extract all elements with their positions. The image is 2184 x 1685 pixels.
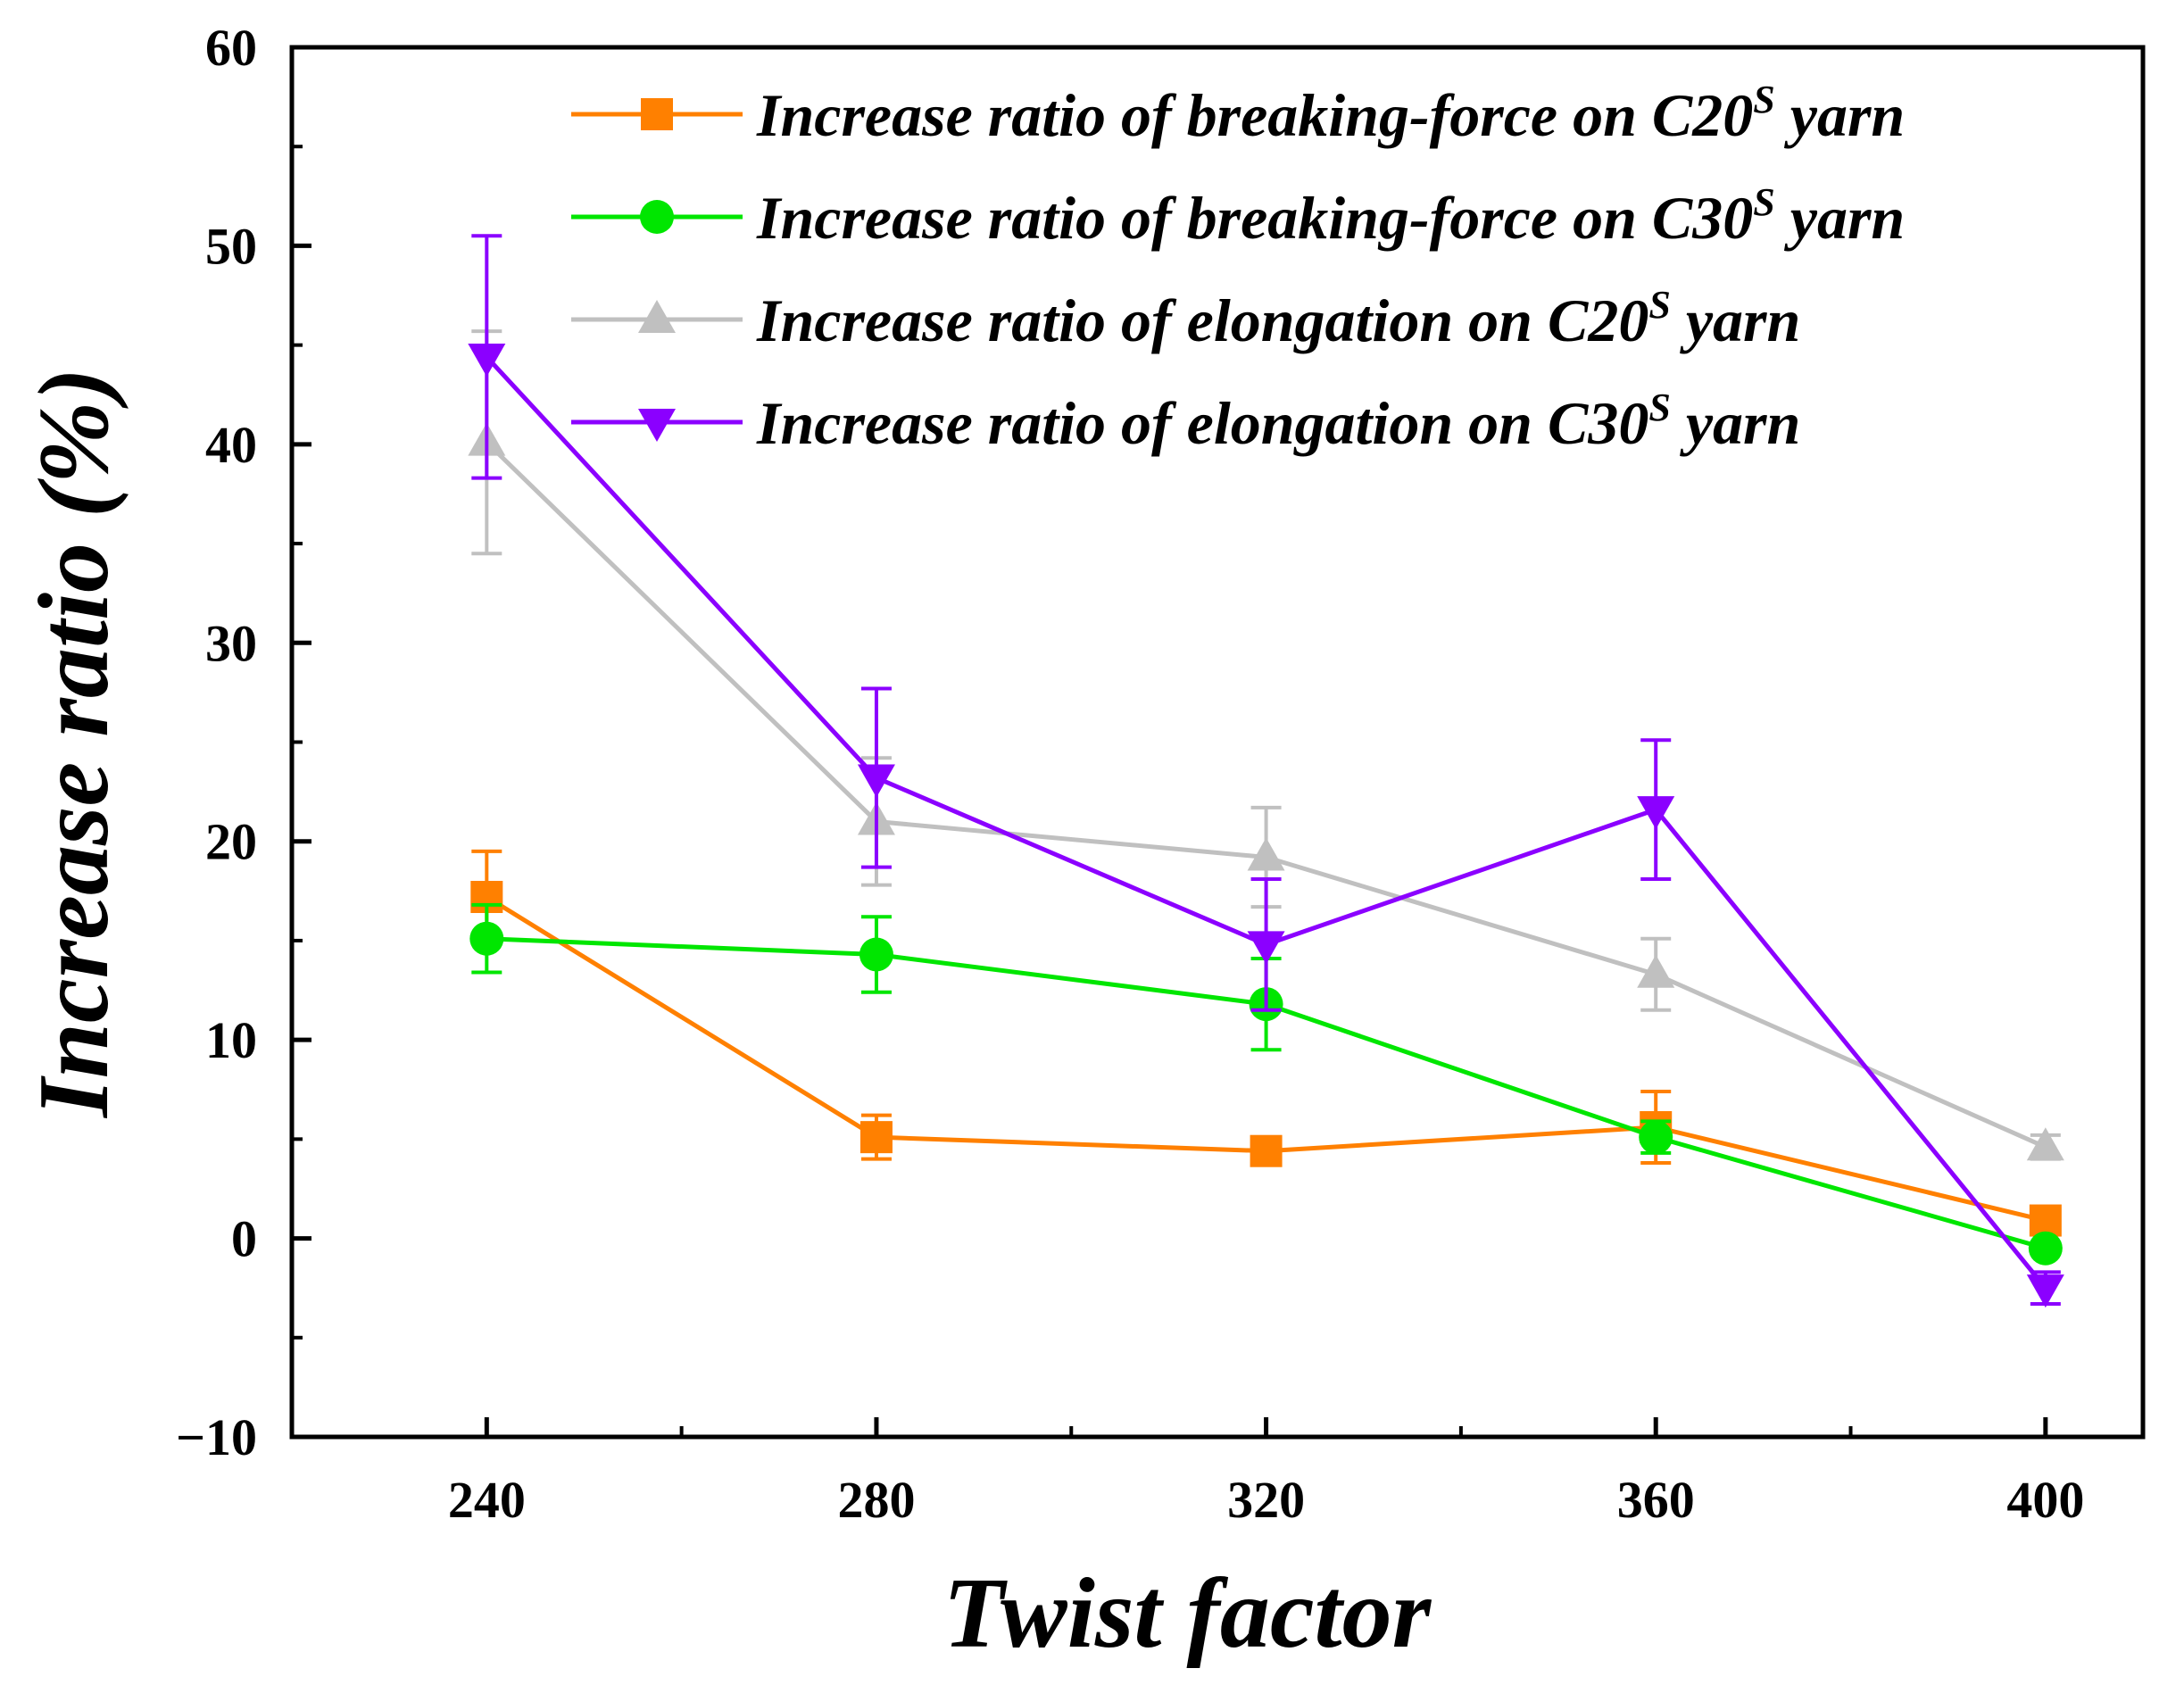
data-point (1250, 1134, 1283, 1167)
x-tick-label: 400 (2006, 1471, 2084, 1529)
data-point (469, 921, 504, 956)
legend-entry-2: Increase ratio of breaking-force on C30S… (571, 180, 1905, 252)
x-tick-label: 280 (837, 1471, 915, 1529)
data-point (1247, 837, 1285, 871)
x-tick-label: 320 (1227, 1471, 1305, 1529)
legend-entry-4: Increase ratio of elongation on C30S yar… (571, 386, 1800, 457)
legend-swatch-marker (641, 98, 673, 130)
data-point (2026, 1127, 2064, 1161)
data-point (1637, 796, 1675, 830)
y-axis-title: Increase ratio (%) (19, 368, 129, 1119)
data-point (2028, 1231, 2063, 1266)
legend-swatch-marker (638, 300, 676, 333)
data-point (2026, 1274, 2064, 1308)
legend-entry-3: Increase ratio of elongation on C20S yar… (571, 283, 1800, 354)
series-layer (468, 234, 2064, 1308)
x-tick-label: 360 (1617, 1471, 1695, 1529)
data-point (859, 1121, 893, 1154)
x-axis-title: Twist factor (943, 1558, 1432, 1669)
legend-label: Increase ratio of elongation on C20S yar… (756, 283, 1800, 354)
legend-label: Increase ratio of breaking-force on C30S… (756, 180, 1905, 252)
y-tick-label: 30 (205, 614, 257, 672)
data-point (2029, 1204, 2062, 1237)
y-tick-label: 60 (205, 19, 257, 77)
legend-entry-1: Increase ratio of breaking-force on C20S… (571, 78, 1905, 149)
axis-layer: 240 280 320 360 400 −10 0 10 20 30 40 50 60 (176, 19, 2084, 1529)
legend-swatch-marker (640, 200, 674, 234)
data-point (857, 764, 895, 798)
y-tick-label: 40 (205, 416, 257, 474)
legend-label: Increase ratio of elongation on C30S yar… (756, 386, 1800, 457)
data-point (1637, 954, 1675, 988)
x-tick-label: 240 (448, 1471, 526, 1529)
y-tick-label: 20 (205, 813, 257, 871)
legend-swatch-marker (638, 409, 676, 442)
legend-label: Increase ratio of breaking-force on C20S… (756, 78, 1905, 149)
y-tick-label: −10 (176, 1408, 257, 1466)
data-point (1639, 1120, 1673, 1155)
data-point (1247, 931, 1285, 965)
y-tick-label: 50 (205, 217, 257, 275)
data-point (859, 937, 893, 972)
series-4 (468, 234, 2064, 1308)
y-tick-label: 10 (205, 1011, 257, 1069)
y-tick-label: 0 (231, 1210, 257, 1268)
legend: Increase ratio of breaking-force on C20S… (571, 78, 1905, 457)
data-point (468, 343, 506, 377)
